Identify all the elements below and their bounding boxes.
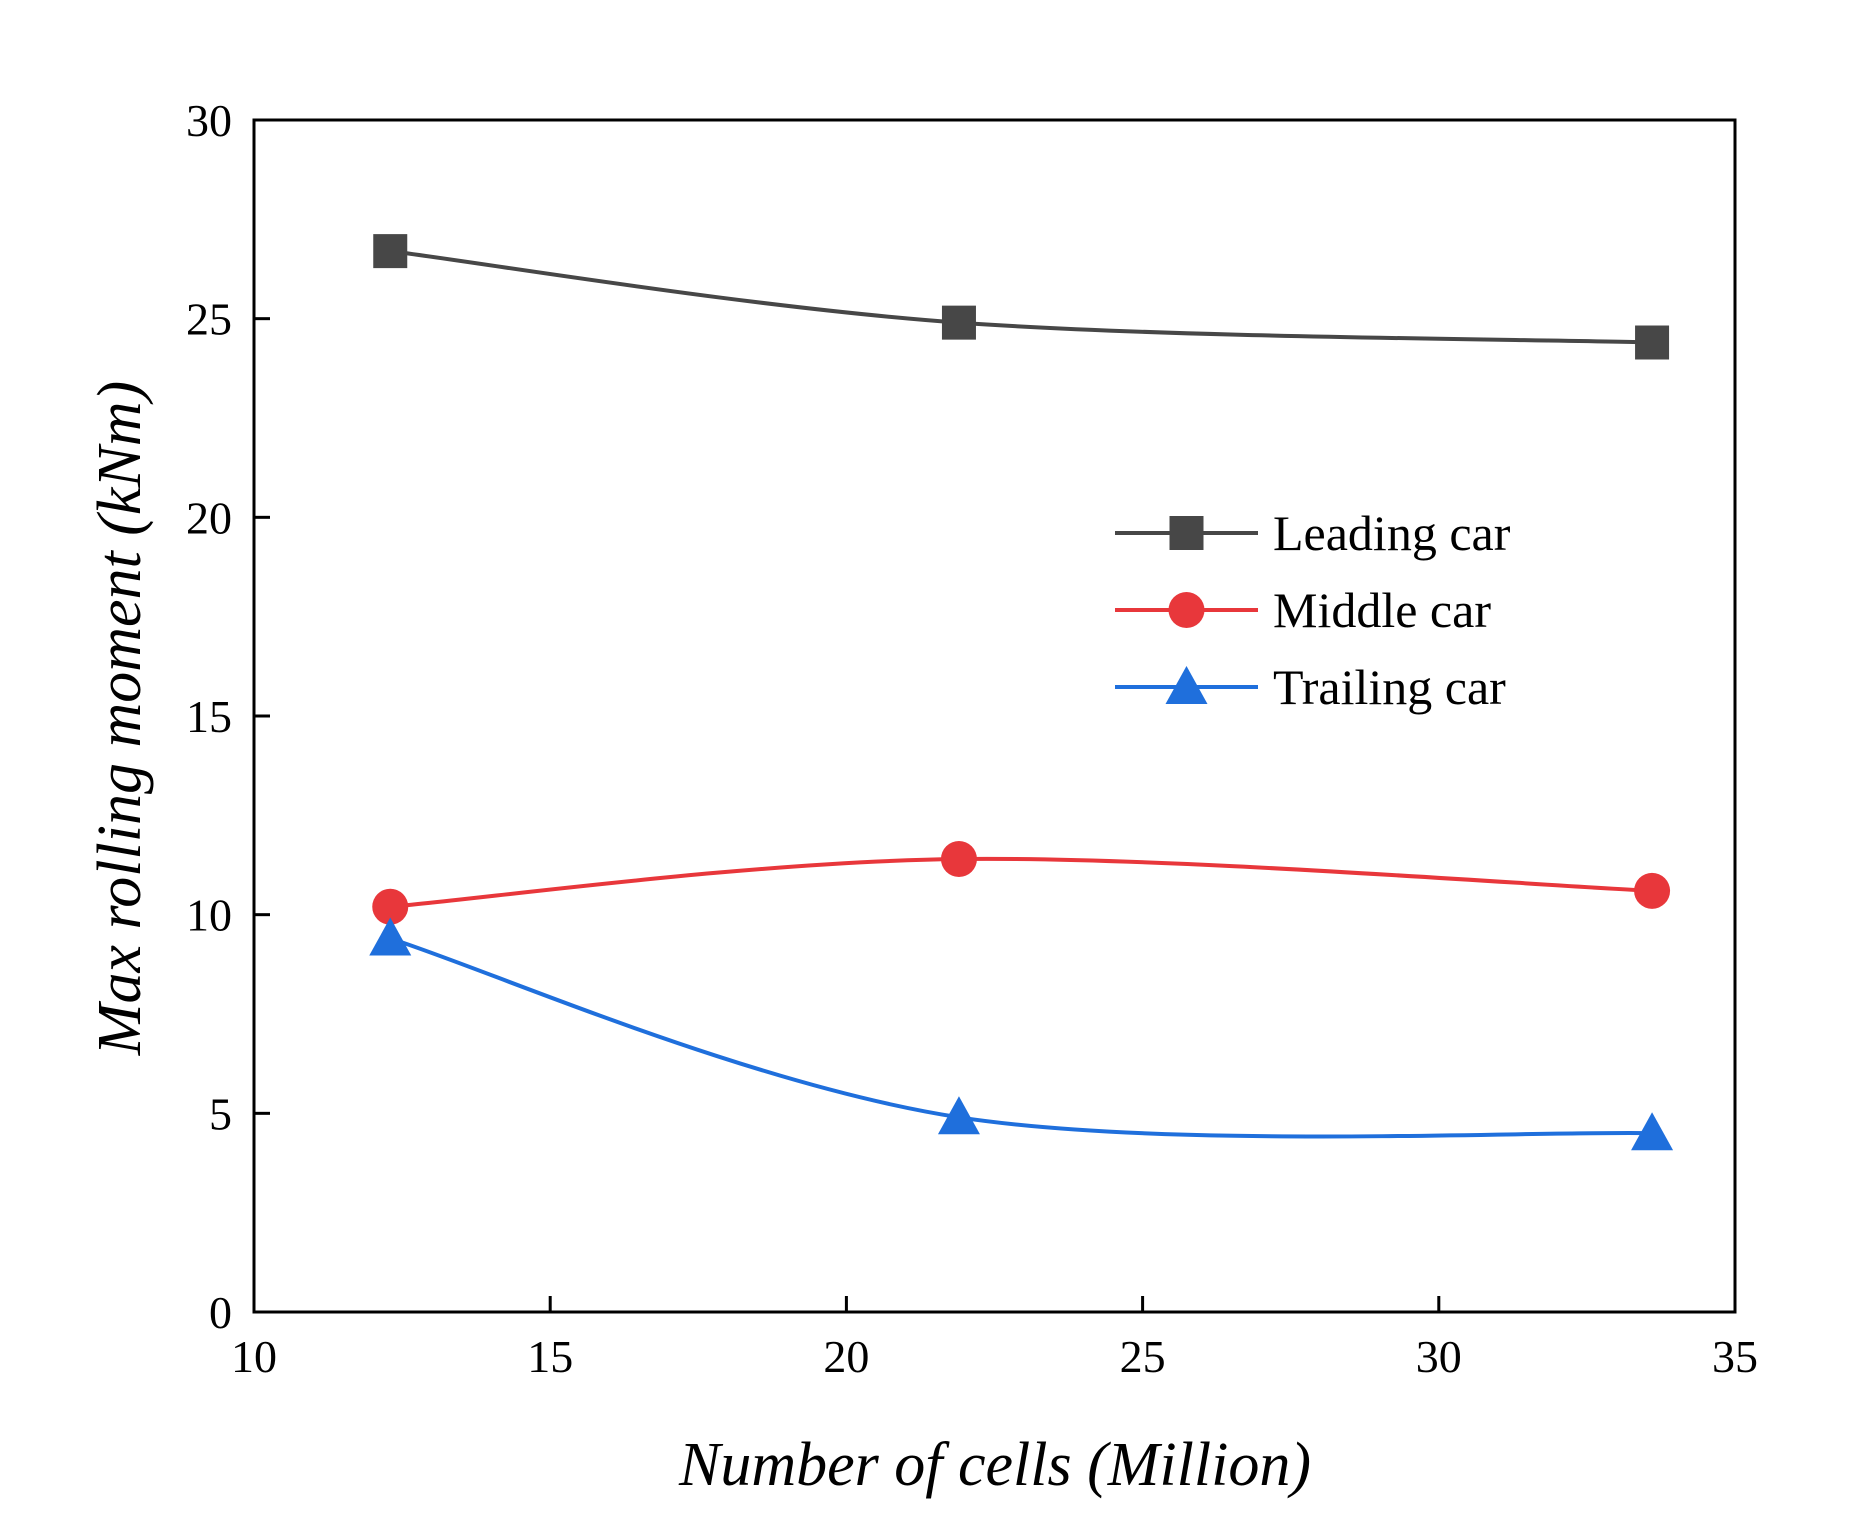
x-axis-title: Number of cells (Million) xyxy=(678,1431,1311,1499)
data-point-middle-car xyxy=(940,841,977,878)
x-tick-label: 20 xyxy=(823,1331,869,1382)
legend-marker xyxy=(1169,516,1204,550)
series-leading-car xyxy=(373,234,1670,360)
data-point-leading-car xyxy=(373,234,408,269)
legend-item-middle-car: Middle car xyxy=(1115,582,1491,638)
x-tick-label: 35 xyxy=(1712,1331,1758,1382)
legend-item-leading-car: Leading car xyxy=(1115,505,1511,561)
y-tick-label: 30 xyxy=(186,95,232,146)
data-point-trailing-car xyxy=(937,1096,980,1135)
data-point-leading-car xyxy=(941,305,976,340)
legend-item-trailing-car: Trailing car xyxy=(1115,659,1506,715)
series-layer xyxy=(369,234,1674,1151)
y-tick-label: 10 xyxy=(186,890,232,941)
y-tick-label: 25 xyxy=(186,294,232,345)
data-point-trailing-car xyxy=(369,917,412,956)
data-point-middle-car xyxy=(372,888,409,925)
x-tick-label: 10 xyxy=(231,1331,277,1382)
y-axis: 0 5 10 15 20 25 30 xyxy=(186,95,270,1338)
legend-label: Leading car xyxy=(1273,505,1511,561)
legend-label: Trailing car xyxy=(1273,659,1506,715)
y-tick-label: 15 xyxy=(186,691,232,742)
data-point-leading-car xyxy=(1635,325,1670,360)
legend-label: Middle car xyxy=(1273,582,1491,638)
x-tick-label: 30 xyxy=(1416,1331,1462,1382)
data-point-trailing-car xyxy=(1631,1112,1674,1151)
series-middle-car xyxy=(372,841,1671,925)
data-point-middle-car xyxy=(1634,872,1671,909)
y-tick-label: 20 xyxy=(186,492,232,543)
legend: Leading car Middle car Trailing car xyxy=(1115,505,1511,715)
x-axis: 10 15 20 25 30 35 xyxy=(231,1296,1758,1382)
series-trailing-car xyxy=(369,917,1674,1151)
y-axis-title: Max rolling moment (kNm) xyxy=(86,381,154,1056)
x-tick-label: 15 xyxy=(527,1331,573,1382)
y-tick-label: 0 xyxy=(209,1287,232,1338)
y-tick-label: 5 xyxy=(209,1088,232,1139)
x-tick-label: 25 xyxy=(1120,1331,1166,1382)
legend-marker xyxy=(1165,666,1208,704)
legend-marker xyxy=(1168,592,1205,628)
